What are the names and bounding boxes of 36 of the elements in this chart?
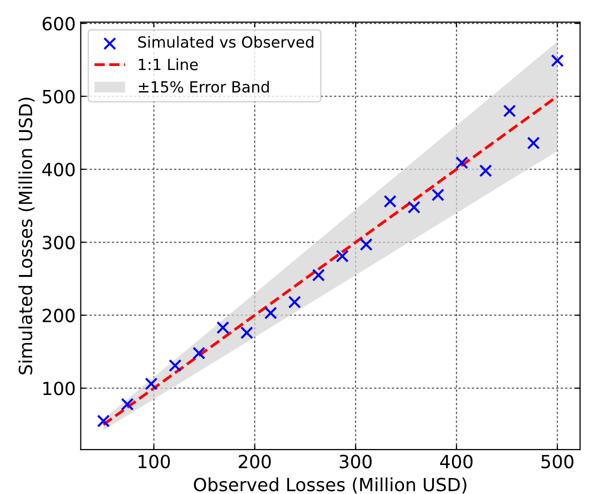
point: [144, 377, 158, 390]
point: [264, 306, 278, 320]
y-tick-label: 100: [43, 382, 75, 396]
point: [288, 296, 302, 309]
point: [336, 250, 349, 263]
x-tick-label: 200: [238, 454, 271, 468]
point: [360, 238, 373, 251]
point: [455, 156, 468, 170]
point: [240, 326, 254, 340]
point: [120, 398, 134, 411]
y-tick-label: 500: [42, 90, 75, 104]
y-tick-label: 400: [42, 162, 75, 176]
y-tick-label: 200: [42, 308, 75, 322]
x-axis-title: Observed Losses (Million USD): [194, 477, 466, 494]
x-tick-label: 400: [440, 454, 473, 468]
y-tick-label: 600: [42, 16, 75, 31]
x-tick-label: 500: [542, 454, 574, 468]
legend-label: 1:1 Line: [138, 58, 198, 70]
y-axis-title: Simulated Losses (Million USD): [18, 98, 34, 374]
legend-label: ±15% Error Band: [138, 80, 269, 93]
x-tick-label: 300: [340, 454, 372, 468]
point: [479, 164, 492, 178]
x-tick-label: 100: [138, 454, 170, 468]
point: [432, 188, 444, 202]
point: [97, 414, 110, 428]
point: [192, 346, 206, 360]
point: [384, 194, 397, 208]
point: [312, 268, 325, 282]
point: [527, 136, 540, 150]
point: [503, 104, 516, 118]
y-tick-label: 300: [42, 236, 75, 250]
point: [216, 321, 230, 334]
point: [168, 359, 182, 372]
legend-label: Simulated vs Observed: [138, 36, 314, 48]
point: [408, 200, 420, 214]
point: [550, 54, 564, 68]
